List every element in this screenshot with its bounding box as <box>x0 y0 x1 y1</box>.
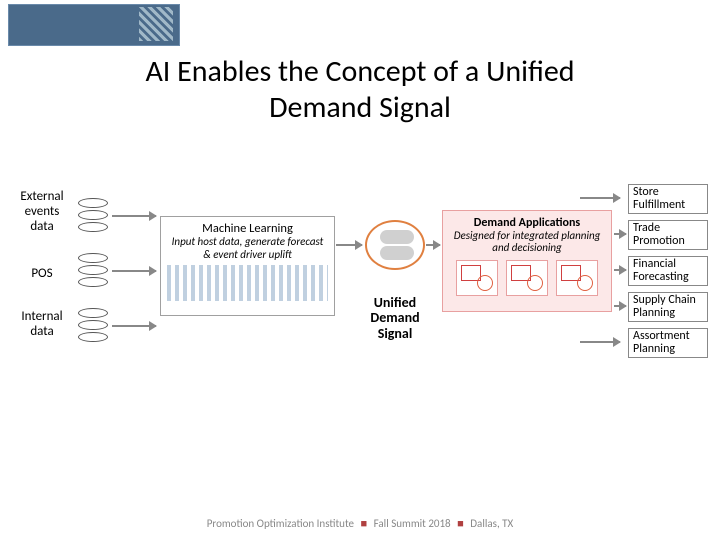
database-icon <box>78 253 108 293</box>
output-box: Supply ChainPlanning <box>628 292 708 322</box>
input-label: Internaldata <box>14 310 70 340</box>
uds-disk <box>380 230 414 244</box>
ml-heading: Machine Learning <box>167 221 328 236</box>
arrow-apps-to-output <box>580 197 620 199</box>
uds-disk <box>380 246 414 260</box>
arrow-uds-to-apps <box>426 244 440 246</box>
input-label: Externaleventsdata <box>14 190 70 235</box>
arrow-input-to-ml <box>112 270 156 272</box>
logo-pattern <box>139 7 173 41</box>
footer-event: Fall Summit 2018 <box>374 517 451 530</box>
demand-applications-box: Demand Applications Designed for integra… <box>442 210 612 312</box>
ml-sub: Input host data, generate forecast & eve… <box>167 236 328 261</box>
arrow-ml-to-uds <box>336 244 362 246</box>
summit-logo <box>8 4 180 46</box>
unified-demand-signal-icon <box>365 220 425 270</box>
arrow-apps-to-output <box>614 269 626 271</box>
output-box: FinancialForecasting <box>628 256 708 286</box>
footer-dot-icon: ■ <box>357 517 372 530</box>
machine-learning-box: Machine Learning Input host data, genera… <box>160 216 335 316</box>
app-icon <box>506 260 548 296</box>
app-icon <box>456 260 498 296</box>
slide-title: AI Enables the Concept of a UnifiedDeman… <box>0 54 720 126</box>
arrow-apps-to-output <box>614 233 626 235</box>
apps-heading: Demand Applications <box>448 216 606 230</box>
output-box: TradePromotion <box>628 220 708 250</box>
database-icon <box>78 198 108 238</box>
output-box: StoreFulfillment <box>628 184 708 214</box>
footer-dot-icon: ■ <box>453 517 468 530</box>
input-label: POS <box>14 267 70 282</box>
arrow-input-to-ml <box>112 215 156 217</box>
apps-sub: Designed for integrated planning and dec… <box>448 230 606 254</box>
output-box: AssortmentPlanning <box>628 328 708 358</box>
arrow-apps-to-output <box>580 341 620 343</box>
footer: Promotion Optimization Institute ■ Fall … <box>0 517 720 530</box>
unified-demand-signal-label: UnifiedDemandSignal <box>345 295 445 341</box>
footer-loc: Dallas, TX <box>470 517 513 530</box>
database-icon <box>78 308 108 348</box>
ml-chart-icon <box>167 265 328 301</box>
arrow-input-to-ml <box>112 325 156 327</box>
apps-icons <box>448 260 606 296</box>
footer-org: Promotion Optimization Institute <box>207 517 354 530</box>
app-icon <box>556 260 598 296</box>
arrow-apps-to-output <box>614 305 626 307</box>
